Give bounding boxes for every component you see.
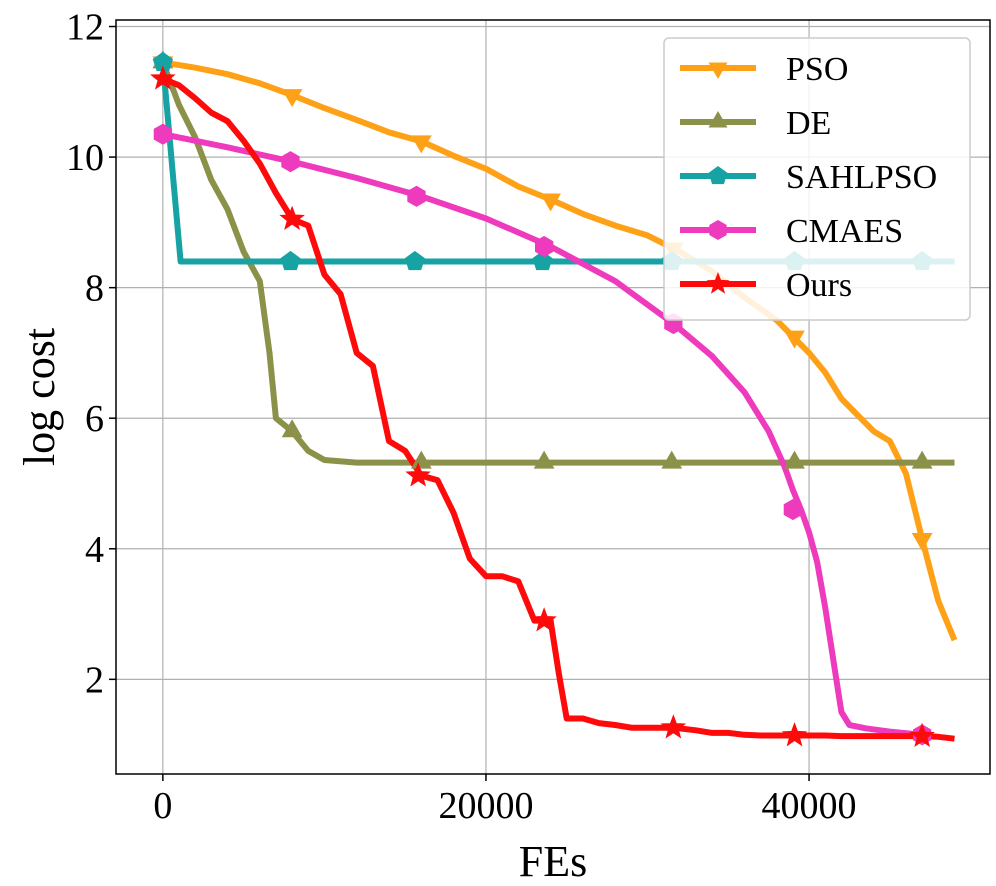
marker-sahlpso — [404, 250, 425, 271]
legend-box — [663, 37, 971, 321]
series-line-pso — [162, 59, 958, 642]
x-tick-label: 20000 — [438, 785, 533, 827]
x-axis-label: FEs — [519, 837, 587, 886]
marker-sahlpso — [532, 250, 553, 271]
marker-de — [784, 450, 805, 469]
legend-label-cmaes: CMAES — [786, 213, 903, 250]
marker-ours — [405, 462, 431, 487]
marker-cmaes — [535, 235, 554, 258]
legend-label-ours: Ours — [786, 267, 852, 304]
marker-ours — [531, 607, 557, 632]
x-tick-label: 40000 — [762, 785, 857, 827]
y-axis-label: log cost — [15, 328, 64, 466]
marker-pso — [410, 135, 432, 154]
legend-label-sahlpso: SAHLPSO — [786, 159, 937, 196]
y-tick-label: 8 — [85, 268, 104, 310]
marker-pso — [911, 533, 933, 551]
marker-ours — [660, 714, 687, 739]
marker-ours — [150, 65, 176, 90]
legend-label-de: DE — [786, 105, 831, 142]
marker-cmaes — [783, 499, 803, 521]
marker-de — [661, 450, 683, 469]
y-tick-label: 6 — [85, 398, 104, 440]
y-tick-label: 12 — [66, 7, 104, 49]
marker-sahlpso — [280, 250, 301, 271]
marker-de — [533, 450, 555, 469]
marker-de — [911, 450, 933, 469]
marker-ours — [909, 722, 935, 747]
marker-de — [410, 450, 432, 469]
legend-marker-de — [708, 111, 728, 128]
marker-pso — [281, 89, 303, 108]
plot-area-frame — [115, 19, 991, 775]
marker-pso — [540, 193, 561, 212]
marker-cmaes — [281, 151, 300, 173]
series-line-de — [160, 61, 955, 466]
marker-ours — [279, 205, 305, 230]
marker-cmaes — [407, 185, 426, 207]
marker-de — [281, 419, 303, 438]
legend-marker-sahlpso — [708, 166, 728, 185]
legend: PSO DE SAHLPSO CMAES Ours — [663, 37, 971, 321]
marker-cmaes — [153, 123, 172, 145]
x-tick-label: 0 — [153, 785, 172, 827]
y-tick-label: 10 — [66, 137, 104, 179]
legend-marker-cmaes — [709, 220, 727, 240]
axis-ticks: 0 20000 40000 2 4 6 8 10 12 — [66, 7, 857, 827]
legend-marker-ours — [706, 272, 730, 294]
legend-marker-pso — [708, 62, 728, 79]
legend-label-pso: PSO — [786, 51, 848, 88]
marker-ours — [781, 722, 808, 747]
marker-pso — [784, 330, 805, 349]
y-tick-label: 2 — [85, 659, 104, 701]
y-tick-label: 4 — [85, 529, 104, 571]
